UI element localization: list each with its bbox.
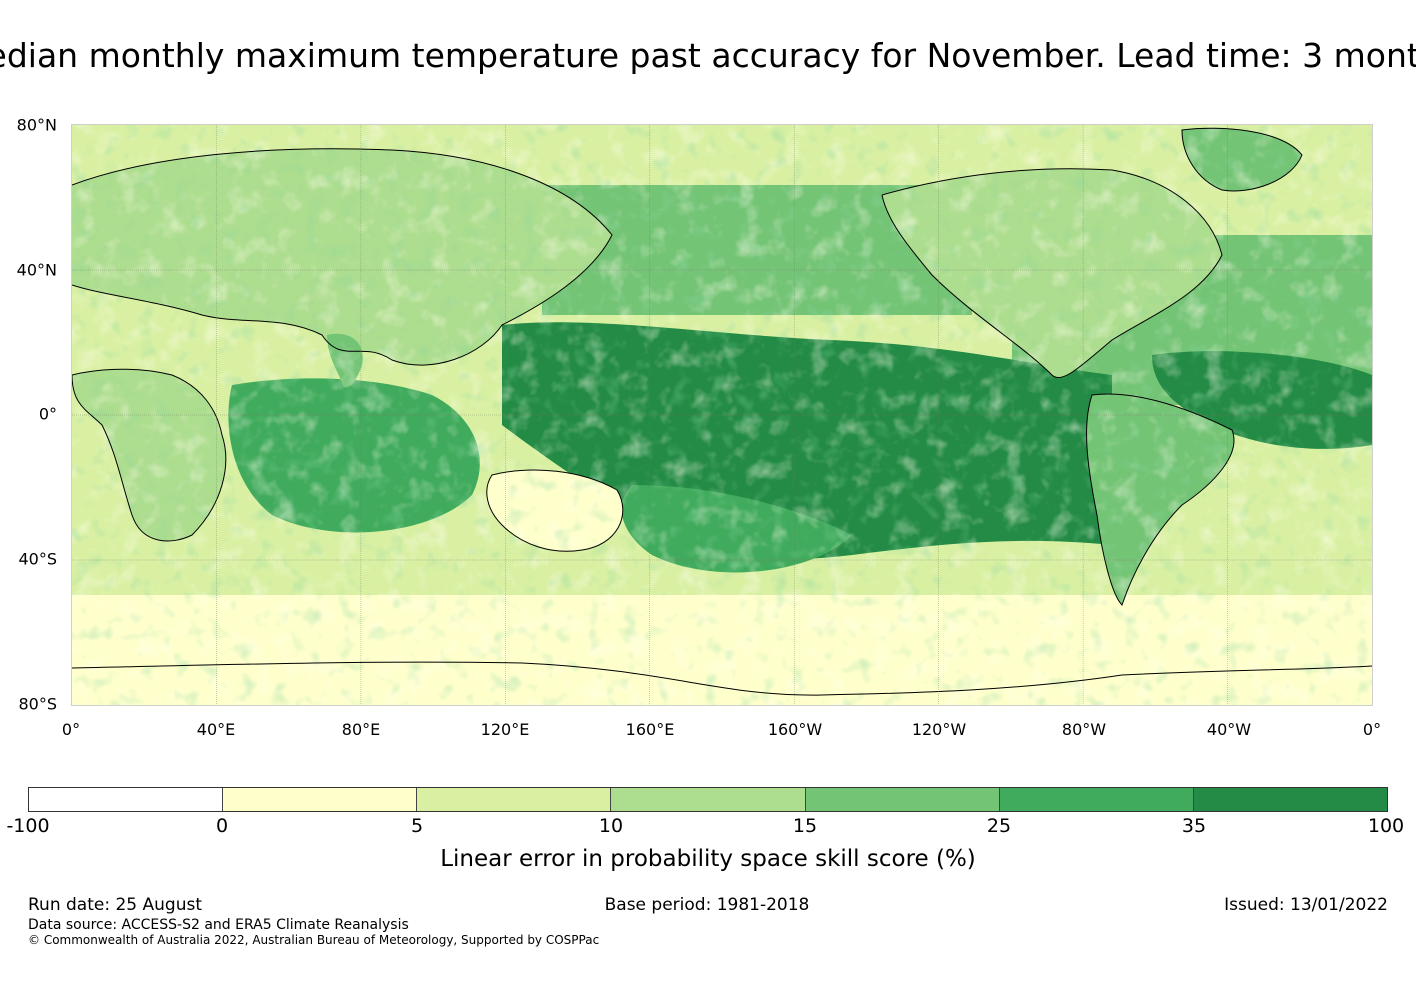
colorbar-tick: 5 <box>410 815 424 837</box>
colorbar <box>28 787 1388 812</box>
colorbar-tick: 10 <box>598 815 624 837</box>
colorbar-tick: 35 <box>1181 815 1207 837</box>
run-date: Run date: 25 August <box>28 895 202 915</box>
colorbar-segment <box>1192 788 1387 811</box>
colorbar-segment <box>29 788 223 811</box>
colorbar-tick: -100 <box>6 815 50 837</box>
skill-map-canvas <box>72 125 1372 705</box>
colorbar-segment <box>804 788 999 811</box>
lon-label-0: 0° <box>61 720 81 739</box>
map-title: Median monthly maximum temperature past … <box>0 36 1416 75</box>
colorbar-segment <box>222 788 417 811</box>
base-period: Base period: 1981-2018 <box>604 895 810 915</box>
coast-africa <box>72 368 227 542</box>
copyright: © Commonwealth of Australia 2022, Austra… <box>28 933 600 947</box>
coast-greenland <box>1181 127 1303 192</box>
lon-label-120e: 120°E <box>480 720 530 739</box>
data-source: Data source: ACCESS-S2 and ERA5 Climate … <box>28 917 409 933</box>
graticule <box>72 125 1372 705</box>
coast-antarctica <box>72 661 1372 696</box>
lat-label-80s: 80°S <box>18 694 57 714</box>
lon-label-160e: 160°E <box>625 720 675 739</box>
colorbar-segment <box>610 788 805 811</box>
lon-label-80w: 80°W <box>1061 720 1107 739</box>
lon-label-40e: 40°E <box>196 720 236 739</box>
lon-label-120w: 120°W <box>911 720 967 739</box>
colorbar-tick: 25 <box>986 815 1012 837</box>
lat-label-equator: 0° <box>38 404 57 424</box>
lon-label-160w: 160°W <box>767 720 823 739</box>
lat-label-80n: 80°N <box>16 115 57 135</box>
lat-label-40s: 40°S <box>18 549 57 569</box>
colorbar-segment <box>998 788 1193 811</box>
lon-label-0-east: 0° <box>1362 720 1382 739</box>
colorbar-label: Linear error in probability space skill … <box>440 846 976 872</box>
coast-australia <box>486 469 624 552</box>
colorbar-tick: 15 <box>792 815 818 837</box>
lat-label-40n: 40°N <box>16 260 57 280</box>
skill-map <box>71 124 1373 706</box>
colorbar-tick: 0 <box>215 815 229 837</box>
coastlines <box>72 127 1372 696</box>
lon-label-40w: 40°W <box>1206 720 1252 739</box>
issued-date: Issued: 13/01/2022 <box>1224 895 1388 915</box>
coast-north-america <box>881 168 1223 379</box>
coast-south-america <box>1086 393 1235 606</box>
colorbar-tick: 100 <box>1367 815 1405 837</box>
colorbar-segment <box>416 788 611 811</box>
coast-eurasia <box>72 148 613 366</box>
lon-label-80e: 80°E <box>341 720 381 739</box>
